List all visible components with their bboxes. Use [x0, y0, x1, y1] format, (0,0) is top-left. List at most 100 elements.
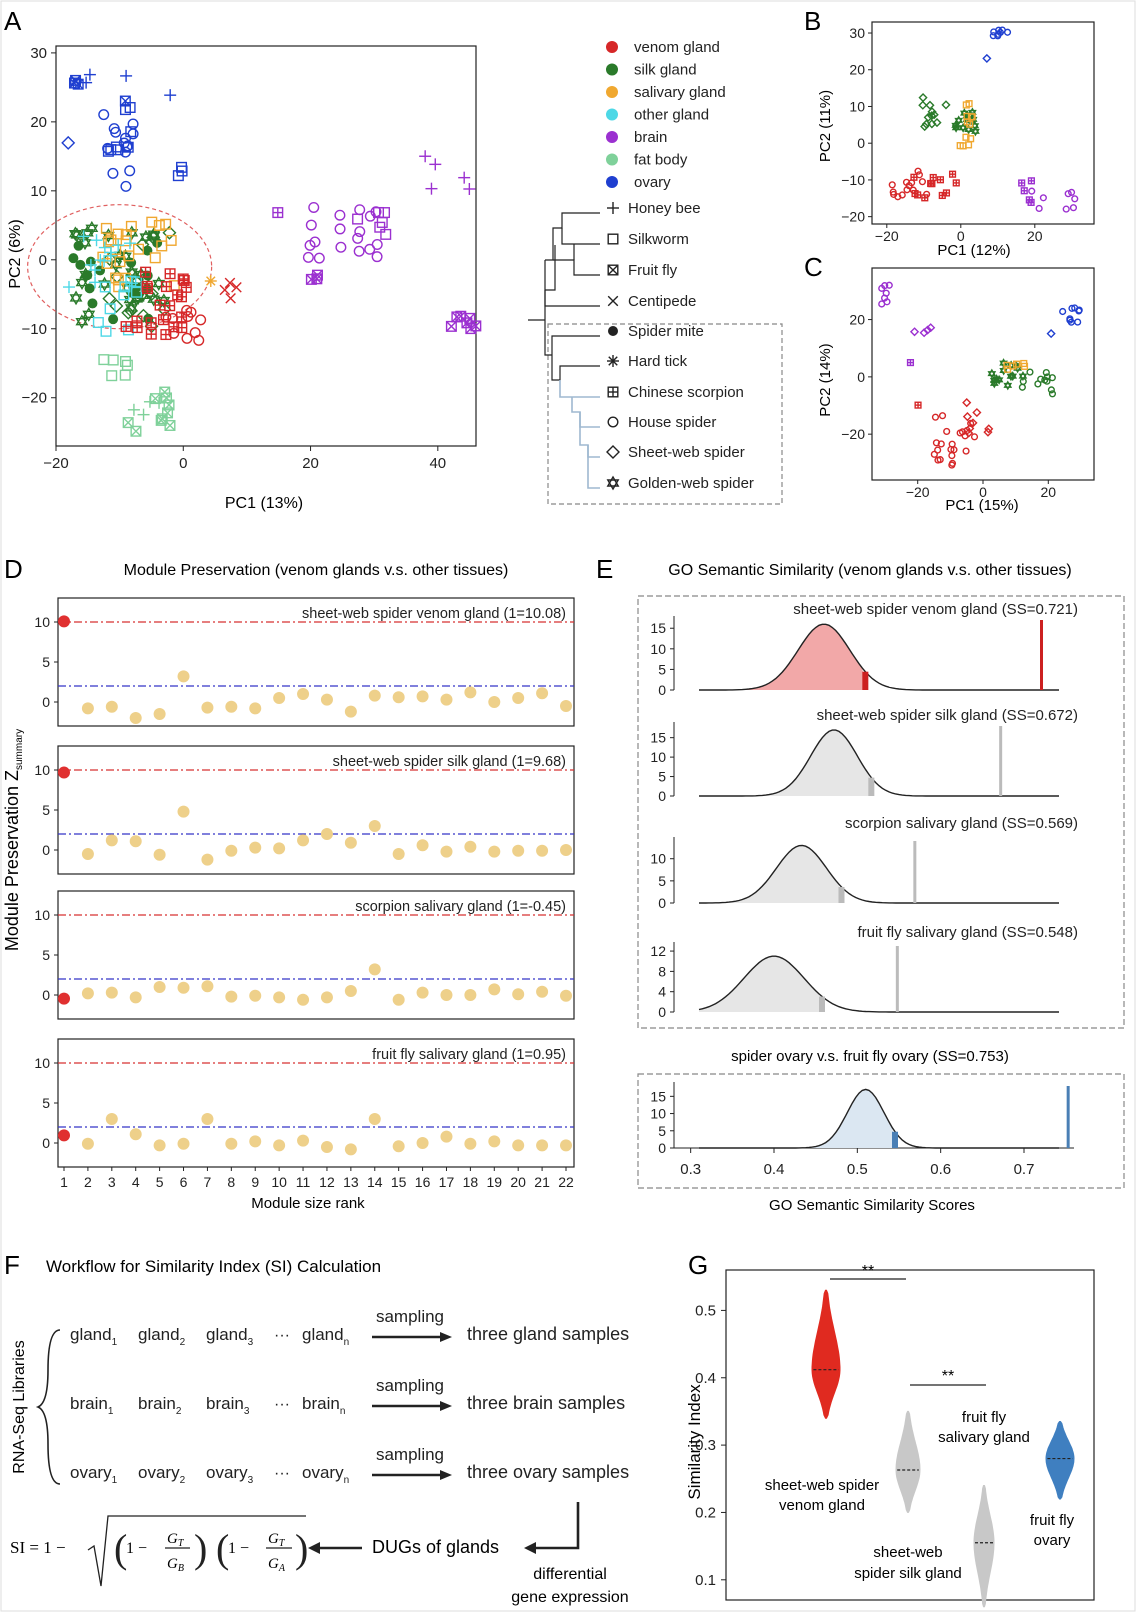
panel-c-point [938, 412, 947, 420]
dot [126, 257, 137, 268]
panel-d-point [440, 693, 453, 706]
panel-a-point [168, 327, 180, 339]
panel-c-point [919, 328, 929, 338]
formula-one-1: 1 − [126, 1540, 147, 1557]
panel-g-ytick-label: 0.2 [695, 1504, 716, 1521]
panel-d-xtick-label: 14 [367, 1174, 383, 1190]
panel-d-ytick-label: 10 [34, 907, 50, 923]
panel-f-arrow-head [440, 1332, 452, 1342]
panel-a-point [161, 392, 173, 404]
diamond [926, 323, 936, 333]
panel-c-point [881, 282, 889, 290]
panel-a-ytick-label: 20 [30, 114, 47, 131]
diamond [162, 225, 177, 240]
circle [98, 109, 110, 121]
panel-d-point [512, 692, 525, 704]
panel-a-point [130, 425, 142, 437]
panel-f-item-sub: 3 [248, 1337, 254, 1348]
panel-b-point [1062, 205, 1070, 213]
panel-b-point [914, 167, 922, 175]
square [130, 286, 142, 298]
panel-a-point [62, 281, 75, 294]
square [119, 104, 131, 116]
panel-d-point [320, 991, 333, 1004]
diamond [918, 100, 928, 110]
panel-c-point [1047, 386, 1055, 394]
panel-f-item-sub: 2 [176, 1406, 182, 1417]
panel-b-point [958, 122, 968, 133]
panel-a-point [172, 289, 184, 301]
panel-a-point [162, 407, 174, 419]
panel-b-ylabel: PC2 (11%) [817, 90, 834, 162]
panel-f-return-arrow [534, 1502, 580, 1550]
panel-d-point [201, 980, 214, 993]
boxx-rect [122, 417, 134, 429]
panel-d-point [392, 848, 405, 860]
panel-f-item-sub: n [344, 1337, 350, 1348]
panel-b-point [1003, 28, 1012, 36]
panel-a-point [141, 280, 153, 292]
diamond [923, 112, 933, 122]
cross-b [219, 284, 231, 296]
panel-a-point [164, 89, 177, 102]
panel-a-point [132, 243, 144, 255]
panel-c-point [1008, 371, 1018, 382]
panel-a-legend-dot [606, 86, 618, 98]
panel-b-point [1035, 204, 1043, 213]
panel-f-item: gland2 [138, 1325, 186, 1348]
panel-a-point [98, 109, 110, 121]
panel-d-point [560, 1139, 572, 1152]
square [119, 369, 131, 381]
panel-a-point [176, 161, 188, 173]
circle [932, 439, 940, 447]
boxx-b [70, 75, 81, 86]
circle [914, 167, 922, 175]
circle [1018, 383, 1026, 391]
square [132, 243, 144, 255]
panel-d-point [536, 985, 549, 998]
panel-b-point [918, 100, 928, 110]
panel-e-subplot-title: sheet-web spider silk gland (SS=0.672) [817, 707, 1078, 724]
panel-a-point [224, 277, 236, 289]
panel-a-point [162, 225, 177, 240]
hexstar-up [954, 115, 964, 123]
circle [1069, 204, 1078, 212]
panel-a-point [119, 356, 131, 368]
panel-a-point [334, 223, 346, 235]
panel-e-density-curve [699, 844, 1059, 904]
boxx-rect [607, 264, 619, 276]
circle [305, 219, 317, 231]
square [107, 354, 119, 366]
panel-c-point [984, 424, 994, 434]
square [100, 222, 112, 234]
panel-a-point [231, 282, 242, 293]
hexstar-down [157, 296, 171, 309]
panel-c-point [948, 459, 957, 467]
panel-a-point [99, 281, 111, 293]
panel-f-item-sub: 3 [244, 1406, 250, 1417]
hexstar-down [85, 224, 99, 236]
panel-d-subplot-title: sheet-web spider silk gland (1=9.68) [333, 754, 566, 770]
panel-a-point [305, 219, 317, 231]
panel-a-letter: A [4, 6, 22, 36]
panel-d-point [249, 702, 262, 715]
panel-f-item-sub: 1 [108, 1406, 114, 1417]
panel-a-point [125, 275, 137, 287]
boxx-b [122, 417, 134, 428]
panel-f-arrow-label: sampling [376, 1445, 444, 1464]
panel-d-xlabel: Module size rank [251, 1195, 365, 1212]
circle [334, 209, 346, 221]
panel-d-point [344, 705, 357, 718]
panel-c-xlabel: PC1 (15%) [945, 497, 1018, 514]
panel-c-point [1043, 377, 1051, 385]
panel-d-point [368, 1113, 381, 1125]
panel-d-point [416, 986, 429, 999]
hexstar-up [75, 275, 89, 287]
square [118, 289, 130, 301]
panel-a-point [85, 220, 99, 236]
panel-f-result: three brain samples [467, 1393, 625, 1413]
circle [989, 32, 997, 40]
panel-d-xtick-label: 6 [180, 1174, 188, 1190]
square [968, 113, 976, 121]
